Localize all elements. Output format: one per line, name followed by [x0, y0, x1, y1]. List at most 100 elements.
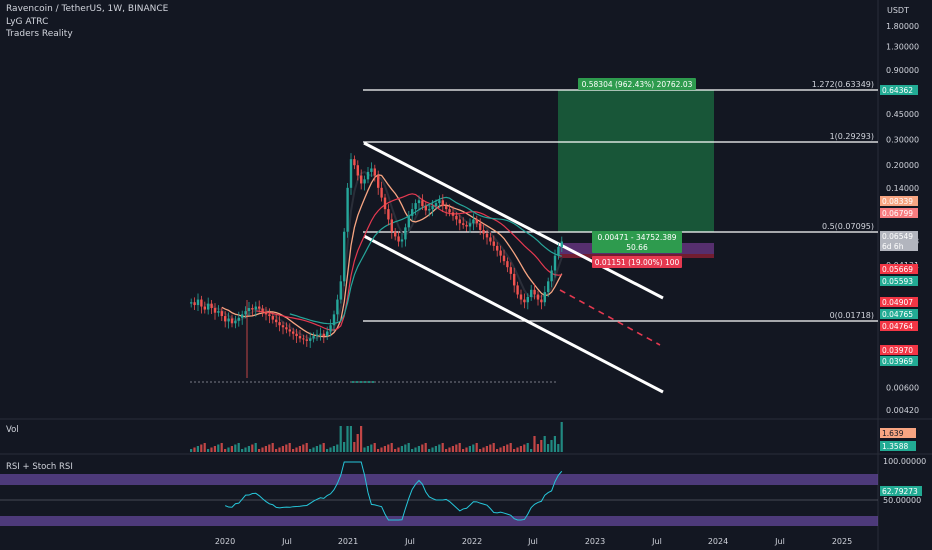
- x-tick-label: 2025: [832, 537, 852, 546]
- volume-bar: [479, 449, 482, 452]
- price-tag-bg: [880, 297, 918, 307]
- price-tag-label: 0.04764: [882, 322, 913, 331]
- x-tick-label: 2020: [215, 537, 235, 546]
- position-target-label-bg[interactable]: [578, 78, 696, 90]
- volume-bar: [349, 426, 352, 452]
- candle-body: [502, 255, 506, 262]
- candle-body: [217, 311, 220, 313]
- volume-bar: [339, 426, 342, 452]
- volume-bar: [292, 449, 295, 452]
- candle-body: [438, 200, 441, 204]
- volume-bar: [254, 443, 257, 452]
- candle-body: [319, 333, 322, 335]
- volume-bar: [431, 447, 434, 452]
- candle-body: [237, 317, 240, 321]
- volume-bar: [523, 444, 526, 452]
- volume-bar: [557, 444, 560, 452]
- channel-lower-line[interactable]: [363, 234, 664, 394]
- indicator-lyg-atrc[interactable]: LyG ATRC: [6, 17, 49, 27]
- volume-bar: [465, 447, 468, 452]
- candle-body: [234, 320, 237, 324]
- x-tick-label: 2021: [338, 537, 358, 546]
- rsi-oversold-band: [0, 516, 878, 526]
- price-tag-label: 0.04765: [882, 310, 913, 319]
- volume-bar: [550, 440, 553, 452]
- price-tag-label: 0.04907: [882, 298, 913, 307]
- chart-symbol-title[interactable]: Ravencoin / TetherUS, 1W, BINANCE: [6, 4, 169, 14]
- rsi-value-tag: 62.79273: [882, 487, 918, 496]
- candle-body: [462, 223, 465, 225]
- x-tick-label: 2023: [585, 537, 605, 546]
- volume-bar: [261, 447, 264, 452]
- volume-bar: [319, 444, 322, 452]
- position-stop-label: 0.01151 (19.00%) 100: [595, 258, 680, 267]
- projection-dashed-line[interactable]: [559, 289, 661, 346]
- position-stop-label-bg[interactable]: [592, 256, 682, 268]
- channel-upper-line[interactable]: [363, 141, 664, 300]
- volume-bar: [210, 447, 213, 452]
- volume-bar: [343, 442, 346, 452]
- candle-body: [281, 325, 285, 328]
- candle-body: [210, 303, 213, 309]
- axis-currency-label: USDT: [887, 6, 909, 15]
- position-entry-label-2: 50.66: [626, 243, 648, 252]
- candle-body: [516, 285, 519, 295]
- volume-bar: [230, 446, 233, 452]
- fib-level-label: 1.272(0.63349): [812, 80, 874, 89]
- volume-bar: [363, 447, 366, 452]
- candle-body: [278, 322, 281, 326]
- candle-body: [411, 209, 414, 216]
- channel-layer: [190, 141, 664, 394]
- volume-bar: [526, 443, 529, 452]
- x-tick-label: Jul: [404, 537, 415, 546]
- candle-layer: [190, 153, 563, 378]
- candle-body: [295, 333, 298, 337]
- volume-tag-2-bg: [880, 441, 916, 451]
- volume-bar: [203, 443, 206, 452]
- fib-layer: 1.272(0.63349) 1(0.29293) 0.5(0.07095) 0(0.…: [363, 80, 878, 322]
- candle-body: [326, 331, 329, 337]
- volume-bar: [397, 447, 400, 452]
- volume-bar: [190, 449, 193, 452]
- volume-bar: [298, 446, 301, 452]
- fib-level-label: 0(0.01718): [830, 311, 874, 320]
- volume-bar: [428, 449, 431, 452]
- volume-bar: [288, 443, 291, 452]
- volume-bar: [390, 443, 393, 452]
- candle-body: [349, 159, 353, 188]
- volume-bar: [329, 447, 332, 452]
- volume-bar: [278, 447, 281, 452]
- candle-body: [383, 197, 387, 210]
- moving-average-line: [204, 170, 563, 340]
- candle-body: [247, 308, 251, 312]
- price-tick-label: 0.00420: [886, 406, 919, 415]
- volume-bar: [417, 446, 420, 452]
- volume-bar: [251, 444, 254, 452]
- candle-body: [482, 229, 485, 234]
- volume-bar: [315, 446, 318, 452]
- candle-body: [213, 308, 217, 313]
- candle-body: [557, 247, 560, 256]
- candle-body: [302, 338, 305, 340]
- candle-body: [298, 336, 302, 339]
- candle-body: [258, 306, 261, 309]
- volume-bar: [513, 449, 516, 452]
- position-entry-label-bg[interactable]: [592, 231, 682, 253]
- candle-body: [346, 187, 349, 232]
- candle-body: [485, 233, 489, 238]
- candle-body: [387, 209, 390, 220]
- volume-bar: [275, 449, 278, 452]
- indicator-traders-reality[interactable]: Traders Reality: [6, 29, 73, 39]
- candle-body: [472, 219, 475, 224]
- candle-body: [513, 273, 516, 286]
- volume-bar: [227, 447, 230, 452]
- volume-bar: [268, 444, 271, 452]
- volume-bar: [496, 449, 499, 452]
- position-target-zone[interactable]: [558, 90, 714, 232]
- volume-bar: [383, 446, 386, 452]
- volume-bar: [305, 443, 308, 452]
- volume-bar: [356, 434, 359, 452]
- candle-body: [414, 203, 417, 210]
- volume-bar: [380, 447, 383, 452]
